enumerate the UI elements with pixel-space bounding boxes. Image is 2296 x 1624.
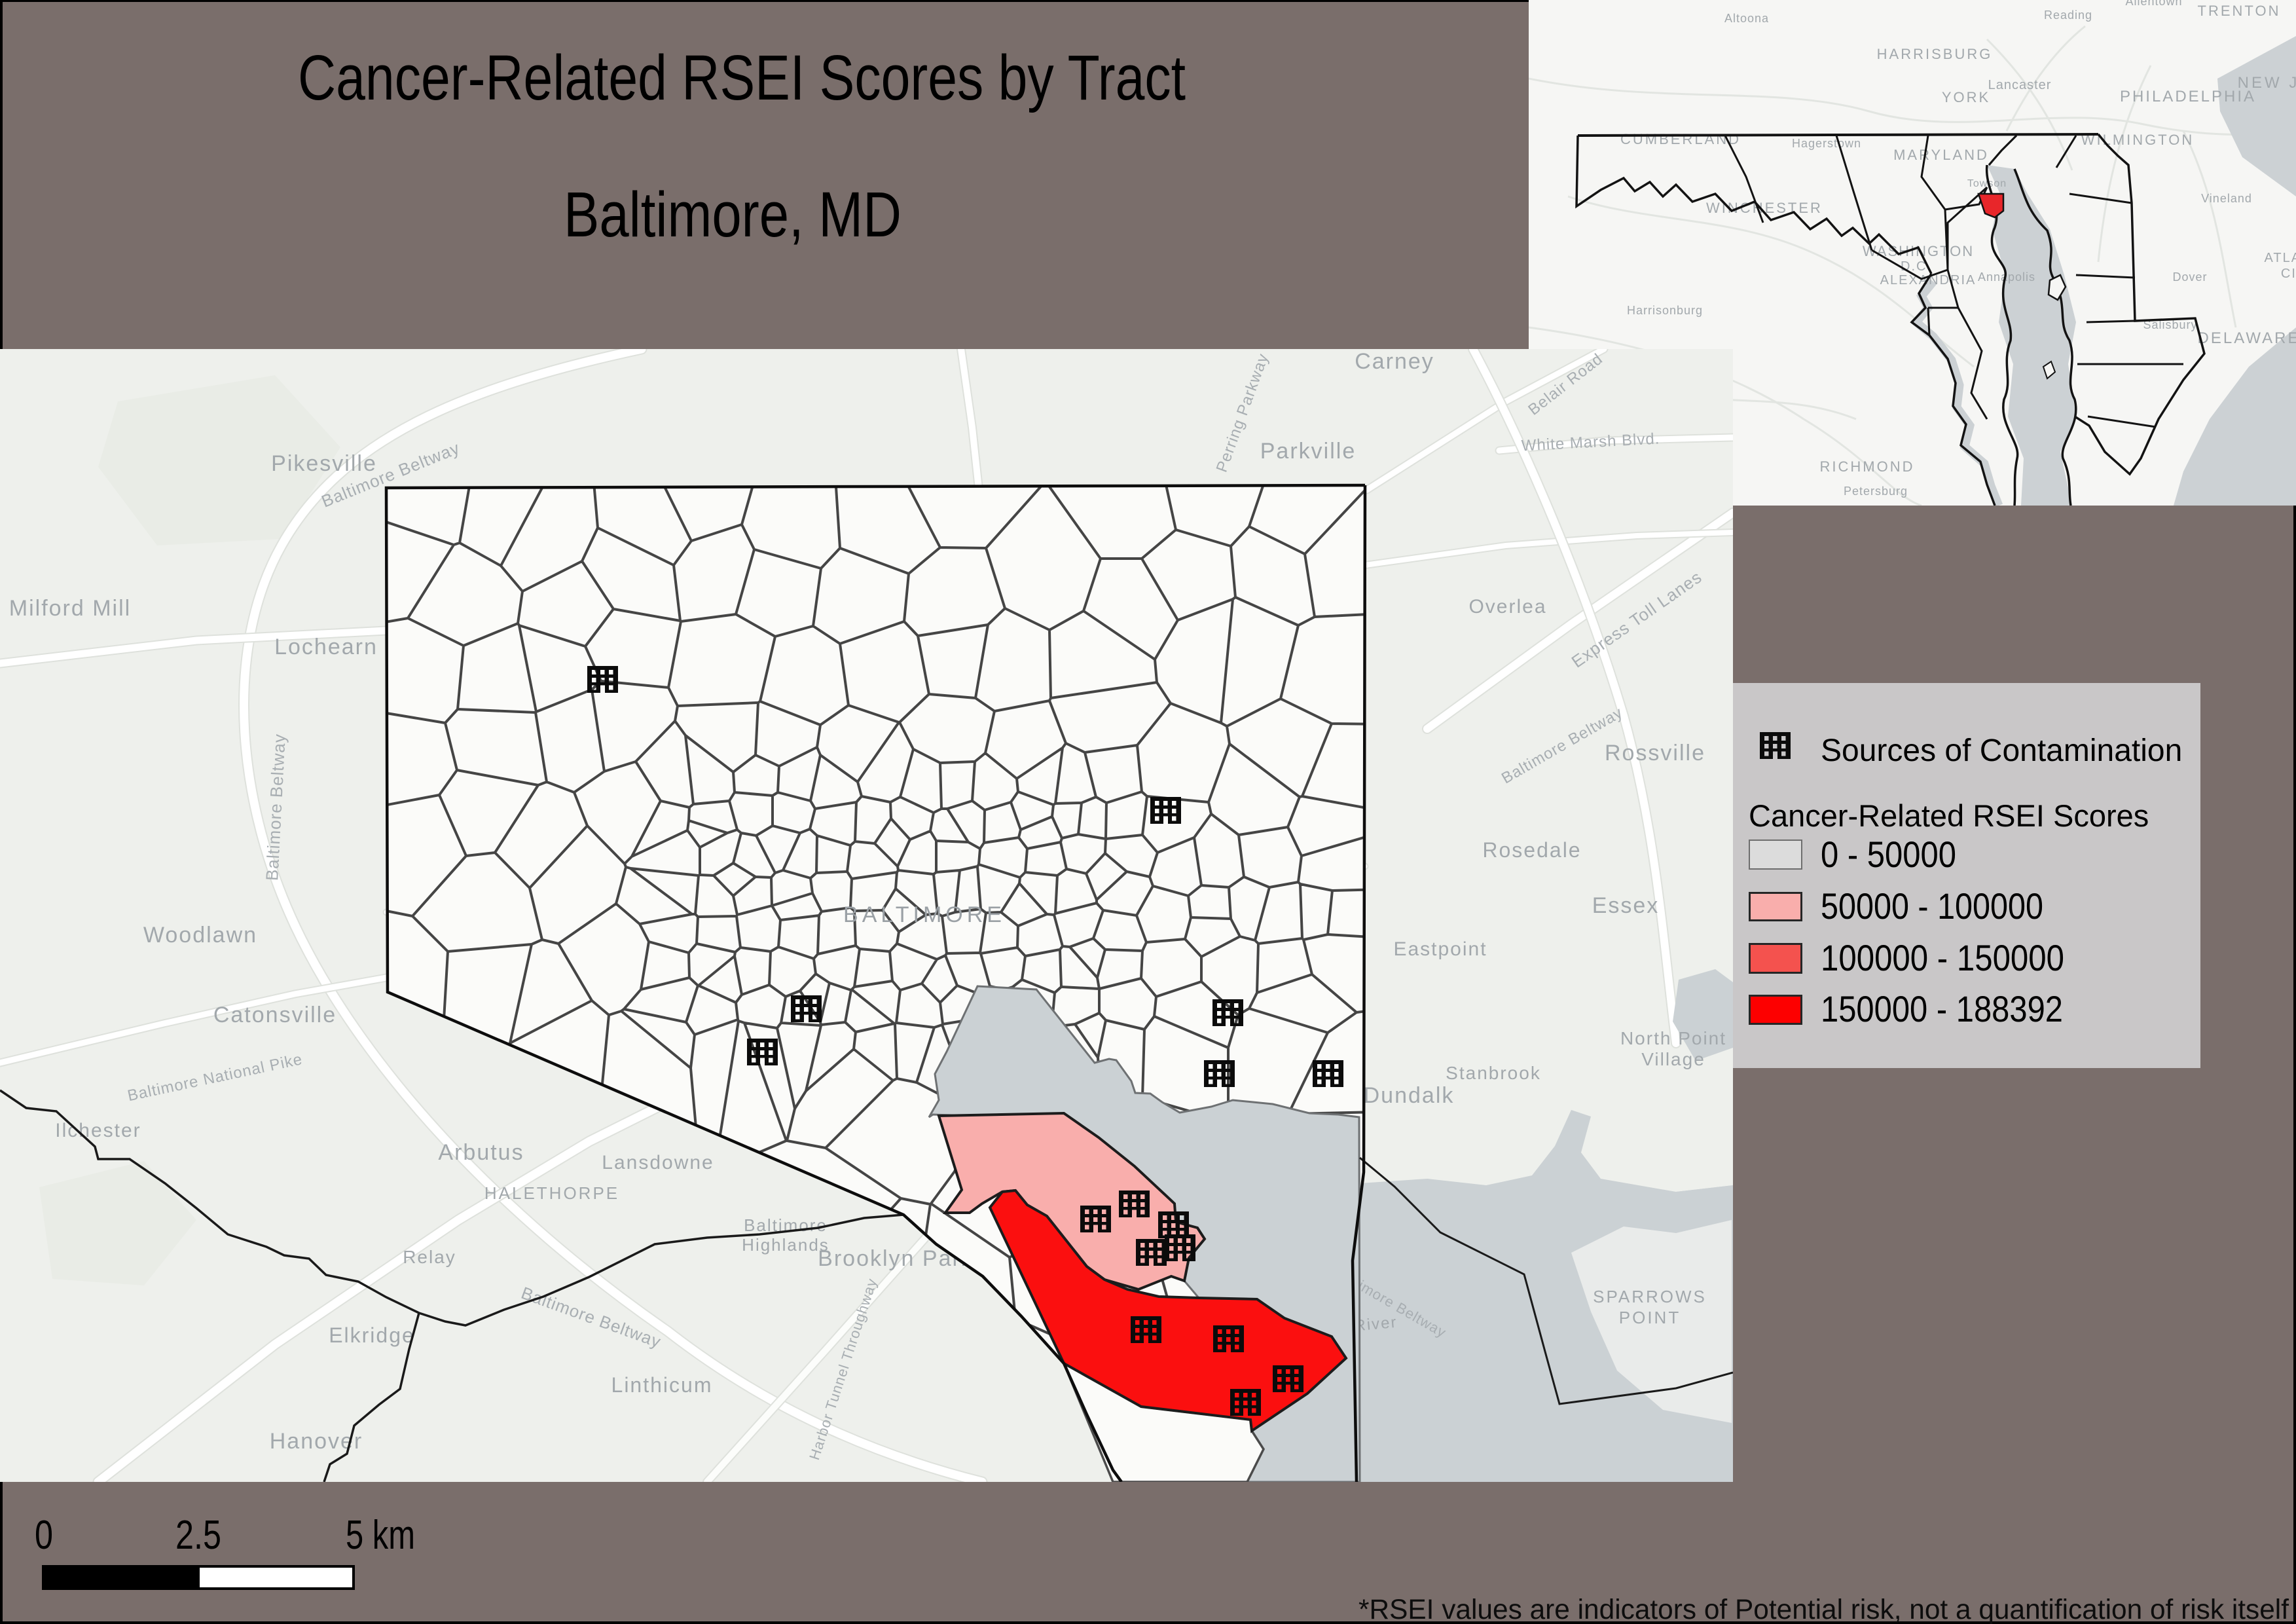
svg-text:Catonsville: Catonsville	[213, 1003, 337, 1027]
svg-text:Hanover: Hanover	[270, 1429, 363, 1454]
svg-text:Pikesville: Pikesville	[271, 451, 377, 476]
svg-text:0: 0	[35, 1513, 53, 1558]
svg-text:North Point: North Point	[1620, 1028, 1726, 1048]
svg-text:Woodlawn: Woodlawn	[143, 923, 257, 948]
svg-text:Overlea: Overlea	[1468, 596, 1546, 618]
svg-text:100000 - 150000: 100000 - 150000	[1821, 937, 2064, 978]
svg-text:TRENTON: TRENTON	[2198, 3, 2281, 19]
svg-text:Rossville: Rossville	[1605, 741, 1705, 766]
svg-text:BALTIMORE: BALTIMORE	[843, 902, 1006, 927]
svg-text:Altoona: Altoona	[1724, 12, 1769, 25]
svg-text:50000 - 100000: 50000 - 100000	[1821, 885, 2043, 927]
svg-text:MARYLAND: MARYLAND	[1893, 147, 1989, 163]
svg-text:Lancaster: Lancaster	[1988, 78, 2052, 92]
svg-text:Salisbury: Salisbury	[2143, 318, 2197, 331]
svg-text:Parkville: Parkville	[1260, 439, 1356, 464]
svg-text:YORK: YORK	[1942, 89, 1990, 105]
svg-text:ATLAN: ATLAN	[2265, 251, 2296, 265]
svg-text:Baltimore, MD: Baltimore, MD	[564, 179, 902, 250]
svg-text:SPARROWS: SPARROWS	[1593, 1287, 1707, 1306]
svg-text:Village: Village	[1641, 1049, 1705, 1069]
svg-text:WINCHESTER: WINCHESTER	[1706, 200, 1823, 216]
svg-text:HARRISBURG: HARRISBURG	[1877, 46, 1993, 62]
svg-text:Highlands: Highlands	[742, 1235, 829, 1255]
svg-text:Lochearn: Lochearn	[274, 635, 378, 659]
svg-text:Rosedale: Rosedale	[1482, 838, 1581, 862]
svg-text:Vineland: Vineland	[2201, 192, 2252, 205]
svg-text:RICHMOND: RICHMOND	[1820, 458, 1915, 475]
svg-text:CIT: CIT	[2281, 267, 2296, 281]
svg-text:Essex: Essex	[1592, 893, 1660, 918]
svg-text:Hagerstown: Hagerstown	[1792, 137, 1861, 150]
svg-text:Annapolis: Annapolis	[1978, 270, 2035, 284]
svg-text:DELAWARE: DELAWARE	[2198, 329, 2296, 347]
svg-text:Elkridge: Elkridge	[329, 1323, 415, 1347]
svg-text:*RSEI values are indicators of: *RSEI values are indicators of Potential…	[1358, 1594, 2289, 1624]
svg-text:Harrisonburg: Harrisonburg	[1627, 304, 1703, 317]
svg-text:Linthicum: Linthicum	[611, 1373, 713, 1397]
svg-text:Stanbrook: Stanbrook	[1446, 1063, 1541, 1083]
svg-text:Cancer-Related RSEI Scores by: Cancer-Related RSEI Scores by Tract	[298, 42, 1186, 113]
svg-text:150000 - 188392: 150000 - 188392	[1821, 988, 2063, 1029]
svg-text:Carney: Carney	[1355, 349, 1434, 374]
svg-text:5 km: 5 km	[346, 1513, 415, 1558]
svg-text:Eastpoint: Eastpoint	[1393, 938, 1487, 960]
svg-text:Arbutus: Arbutus	[438, 1140, 524, 1165]
svg-text:Towson: Towson	[1967, 178, 2007, 189]
svg-text:Allentown: Allentown	[2125, 0, 2182, 8]
svg-text:Lansdowne: Lansdowne	[602, 1152, 714, 1173]
svg-text:PHILADELPHIA: PHILADELPHIA	[2120, 88, 2256, 105]
svg-text:Dundalk: Dundalk	[1364, 1083, 1455, 1108]
svg-text:WASHINGTON: WASHINGTON	[1863, 243, 1974, 259]
svg-text:NEW J: NEW J	[2238, 74, 2296, 92]
svg-text:Milford Mill: Milford Mill	[9, 596, 131, 621]
svg-text:CUMBERLAND: CUMBERLAND	[1620, 131, 1741, 147]
svg-text:HALETHORPE: HALETHORPE	[484, 1183, 619, 1203]
svg-text:0 - 50000: 0 - 50000	[1821, 834, 1956, 875]
svg-text:Petersburg: Petersburg	[1844, 485, 1908, 498]
svg-text:Relay: Relay	[403, 1247, 456, 1267]
svg-text:2.5: 2.5	[175, 1513, 221, 1558]
svg-text:Reading: Reading	[2044, 9, 2092, 22]
svg-text:Dover: Dover	[2172, 270, 2207, 284]
svg-text:POINT: POINT	[1619, 1308, 1681, 1327]
